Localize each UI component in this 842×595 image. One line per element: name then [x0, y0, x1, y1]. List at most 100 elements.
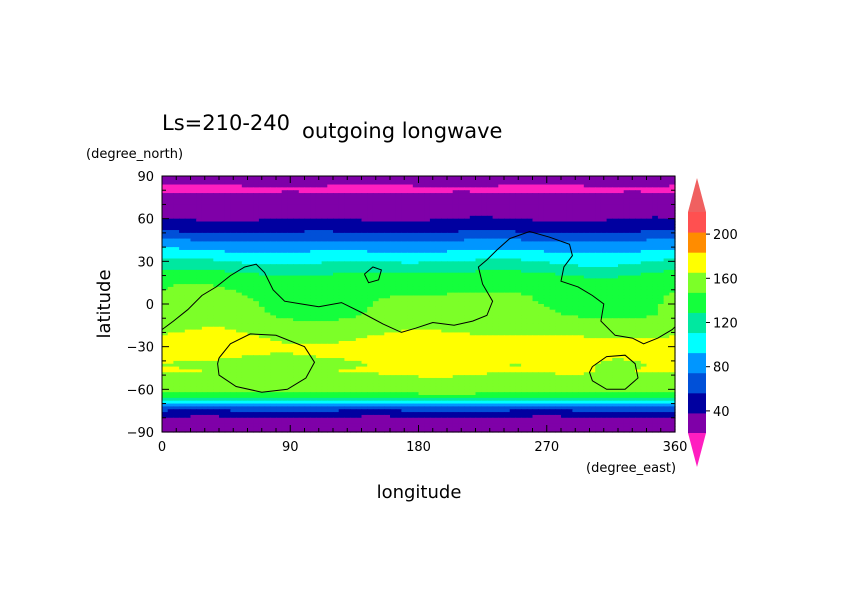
heatmap-cell: [452, 306, 459, 311]
heatmap-cell: [623, 201, 630, 206]
heatmap-cell: [350, 212, 357, 217]
heatmap-cell: [583, 298, 591, 302]
heatmap-cell: [258, 218, 266, 223]
heatmap-cell: [640, 289, 648, 294]
heatmap-cell: [657, 295, 665, 299]
heatmap-cell: [333, 212, 340, 217]
heatmap-cell: [310, 272, 317, 277]
heatmap-cell: [372, 284, 380, 288]
heatmap-cell: [606, 204, 613, 208]
heatmap-cell: [492, 261, 499, 265]
heatmap-cell: [241, 318, 249, 322]
heatmap-cell: [276, 227, 283, 231]
heatmap-cell: [224, 278, 231, 282]
heatmap-cell: [293, 241, 300, 245]
heatmap-cell: [481, 326, 488, 331]
heatmap-cell: [253, 198, 260, 203]
heatmap-cell: [521, 255, 528, 260]
heatmap-cell: [173, 249, 180, 254]
heatmap-cell: [515, 295, 522, 299]
heatmap-cell: [258, 190, 266, 194]
heatmap-cell: [367, 178, 374, 183]
heatmap-cell: [179, 210, 186, 214]
heatmap-cell: [338, 309, 345, 314]
heatmap-cell: [561, 187, 568, 191]
heatmap-cell: [162, 301, 169, 305]
heatmap-cell: [355, 244, 363, 248]
heatmap-cell: [395, 207, 402, 211]
heatmap-cell: [361, 281, 368, 285]
heatmap-cell: [190, 301, 197, 305]
heatmap-cell: [657, 323, 665, 328]
heatmap-cell: [618, 190, 625, 194]
heatmap-cell: [521, 275, 528, 279]
heatmap-cell: [407, 269, 414, 274]
heatmap-cell: [310, 187, 317, 191]
heatmap-cell: [600, 326, 608, 331]
heatmap-cell: [492, 184, 499, 188]
heatmap-cell: [207, 275, 214, 279]
heatmap-cell: [412, 181, 420, 186]
heatmap-cell: [344, 278, 351, 282]
heatmap-cell: [384, 176, 391, 180]
heatmap-cell: [515, 292, 522, 297]
heatmap-cell: [452, 212, 459, 217]
heatmap-cell: [344, 238, 351, 243]
heatmap-cell: [412, 224, 420, 228]
heatmap-cell: [566, 284, 573, 288]
heatmap-cell: [236, 298, 243, 302]
heatmap-cell: [281, 332, 288, 336]
heatmap-cell: [253, 244, 260, 248]
heatmap-cell: [378, 230, 385, 234]
heatmap-cell: [623, 312, 630, 316]
heatmap-cell: [435, 295, 442, 299]
heatmap-cell: [219, 210, 226, 214]
heatmap-cell: [566, 292, 573, 297]
heatmap-cell: [167, 261, 174, 265]
heatmap-cell: [526, 272, 534, 277]
heatmap-cell: [555, 221, 562, 225]
heatmap-cell: [196, 315, 203, 319]
heatmap-cell: [304, 321, 311, 325]
heatmap-cell: [372, 301, 380, 305]
heatmap-cell: [589, 232, 596, 237]
heatmap-cell: [635, 212, 642, 217]
heatmap-cell: [589, 301, 596, 305]
heatmap-cell: [572, 272, 579, 277]
heatmap-cell: [162, 312, 169, 316]
heatmap-cell: [327, 267, 334, 271]
heatmap-cell: [429, 292, 437, 297]
heatmap-cell: [190, 201, 197, 206]
heatmap-cell: [486, 267, 494, 271]
heatmap-cell: [640, 292, 648, 297]
heatmap-cell: [378, 267, 385, 271]
heatmap-cell: [469, 215, 477, 220]
heatmap-cell: [293, 198, 300, 203]
heatmap-cell: [333, 210, 340, 214]
heatmap-cell: [224, 241, 231, 245]
heatmap-cell: [441, 289, 448, 294]
heatmap-cell: [355, 221, 363, 225]
heatmap-cell: [224, 195, 231, 200]
heatmap-cell: [258, 326, 266, 331]
heatmap-cell: [486, 187, 494, 191]
heatmap-cell: [247, 281, 254, 285]
heatmap-cell: [378, 289, 385, 294]
heatmap-cell: [372, 326, 380, 331]
heatmap-cell: [361, 269, 368, 274]
heatmap-cell: [253, 278, 260, 282]
heatmap-cell: [219, 272, 226, 277]
heatmap-cell: [338, 312, 345, 316]
heatmap-cell: [412, 258, 420, 262]
heatmap-cell: [509, 244, 516, 248]
heatmap-cell: [561, 267, 568, 271]
heatmap-cell: [224, 301, 231, 305]
heatmap-cell: [595, 301, 602, 305]
heatmap-cell: [583, 309, 591, 314]
heatmap-cell: [190, 195, 197, 200]
heatmap-cell: [543, 264, 551, 268]
heatmap-cell: [384, 289, 391, 294]
heatmap-cell: [270, 195, 277, 200]
heatmap-cell: [407, 258, 414, 262]
heatmap-cell: [589, 224, 596, 228]
